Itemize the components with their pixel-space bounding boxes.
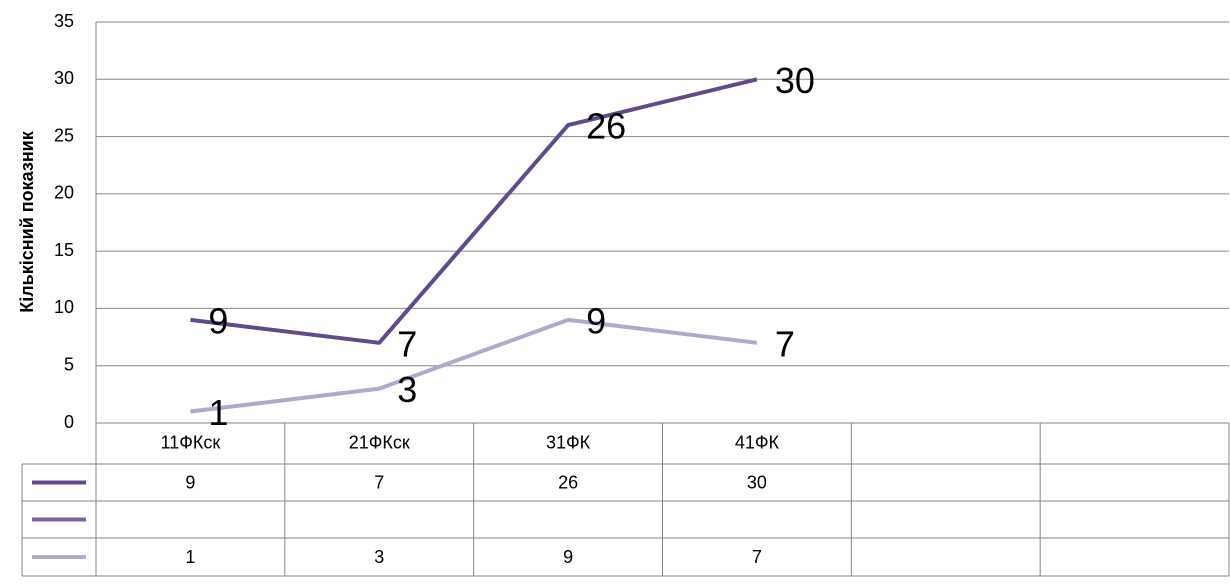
table-value: 9	[563, 547, 573, 567]
x-tick-label: 31ФК	[546, 432, 591, 452]
y-tick-label: 30	[54, 68, 74, 88]
data-label: 7	[775, 323, 795, 364]
data-label: 7	[397, 323, 417, 364]
x-tick-label: 11ФКск	[161, 432, 221, 452]
y-tick-label: 5	[64, 354, 74, 374]
table-value: 1	[185, 547, 195, 567]
data-label: 3	[397, 369, 417, 410]
series-line	[190, 77, 758, 345]
y-tick-label: 15	[54, 240, 74, 260]
data-label: 26	[586, 106, 626, 147]
data-label: 1	[208, 392, 228, 433]
y-tick-label: 25	[54, 125, 74, 145]
table-value: 3	[374, 547, 384, 567]
table-value: 26	[558, 472, 578, 492]
data-label: 9	[208, 300, 228, 341]
data-label: 9	[586, 300, 606, 341]
table-value: 9	[185, 472, 195, 492]
table-value: 30	[747, 472, 767, 492]
x-tick-label: 21ФКск	[349, 432, 410, 452]
y-tick-label: 35	[54, 11, 74, 31]
y-tick-label: 10	[54, 297, 74, 317]
y-tick-label: 20	[54, 183, 74, 203]
y-axis-title: Кількісний показник	[17, 130, 37, 313]
table-value: 7	[374, 472, 384, 492]
x-tick-label: 41ФК	[735, 432, 780, 452]
data-label: 30	[775, 60, 815, 101]
y-tick-label: 0	[64, 412, 74, 432]
table-value: 7	[752, 547, 762, 567]
series-line	[190, 317, 758, 414]
